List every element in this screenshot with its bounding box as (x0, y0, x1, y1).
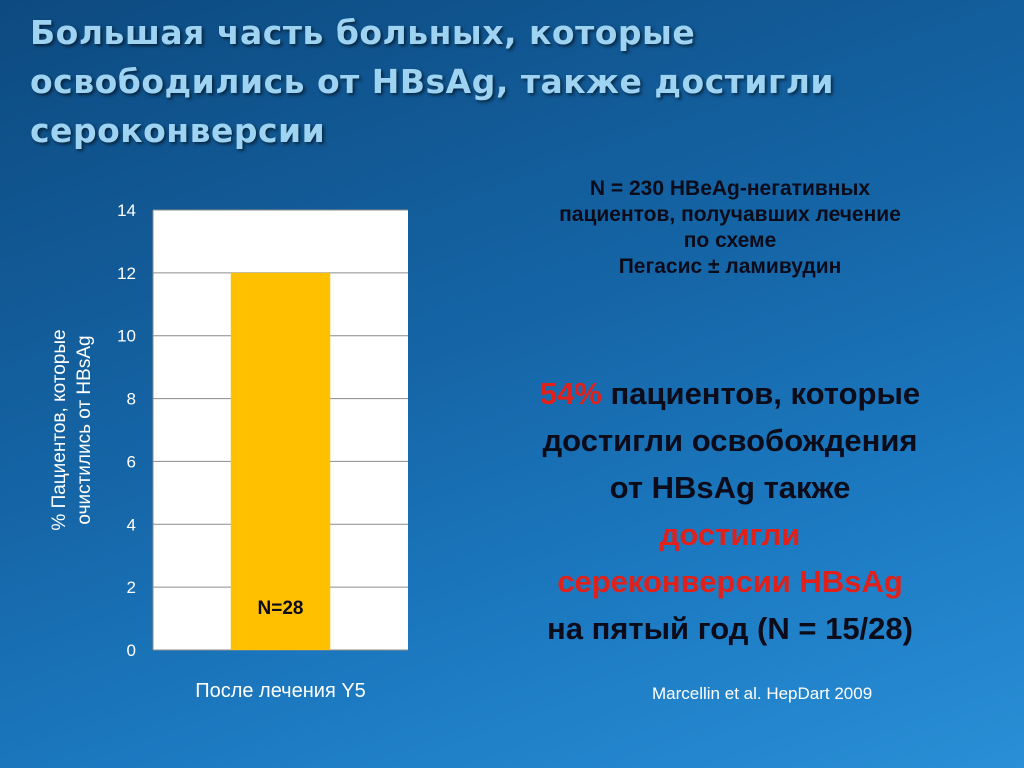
title-line-3: сероконверсии (30, 111, 326, 150)
data-label: 12% (261, 246, 299, 267)
finding-line-6: на пятый год (N = 15/28) (547, 611, 913, 646)
info-line-1: N = 230 HBeAg-негативных (589, 177, 871, 200)
finding-line-5: серeконверсии HBsAg (557, 564, 903, 599)
y-tick-label: 2 (127, 578, 136, 597)
y-tick-label: 10 (117, 327, 136, 346)
y-tick-label: 12 (117, 264, 136, 283)
bar (230, 272, 331, 650)
finding-line-1-rest: пациентов, которые (601, 376, 921, 411)
x-tick-label: После лечения Y5 (195, 680, 366, 702)
y-tick-label: 14 (117, 201, 136, 220)
y-axis-title-line: % Пациентов, которые (49, 329, 70, 530)
info-line-3: по схеме (683, 229, 777, 252)
finding-line-1: 54% пациентов, которые (470, 370, 990, 417)
y-tick-label: 6 (127, 452, 136, 471)
y-tick-label: 0 (127, 641, 136, 660)
finding-percent: 54% (539, 376, 602, 411)
bar-inner-label: N=28 (258, 598, 304, 619)
finding-line-4: достигли (659, 517, 801, 552)
slide-title: Большая часть больных, которые освободил… (30, 8, 930, 155)
y-axis-title-line: очистились от HBsAg (74, 335, 95, 524)
title-line-1: Большая часть больных, которые (30, 13, 696, 52)
y-tick-label: 4 (127, 515, 136, 534)
key-finding: 54% пациентов, которые достигли освобожд… (470, 370, 990, 652)
finding-line-2: достигли освобождения (542, 423, 918, 458)
citation: Marcellin et al. HepDart 2009 (652, 684, 873, 703)
y-axis-title: % Пациентов, которые очистились от HBsAg (49, 329, 95, 530)
study-info: N = 230 HBeAg-негативных пациентов, полу… (470, 176, 990, 280)
info-line-4: Пегасис ± ламивудин (618, 255, 842, 278)
y-tick-label: 8 (127, 390, 136, 409)
info-line-2: пациентов, получавших лечение (559, 203, 901, 226)
finding-line-3: от HBsAg также (609, 470, 851, 505)
title-line-2: освободились от HBsAg, также достигли (30, 62, 835, 101)
